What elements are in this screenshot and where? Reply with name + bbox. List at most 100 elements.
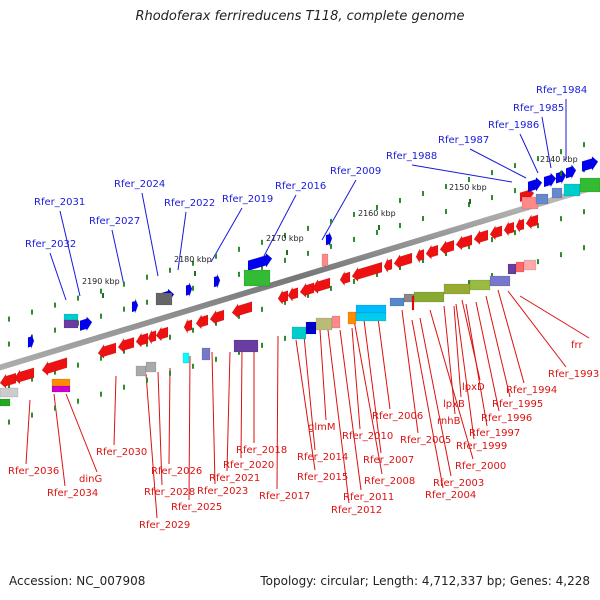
tick-dot bbox=[583, 142, 585, 148]
gene-box bbox=[0, 387, 19, 398]
gene-arrow bbox=[543, 172, 557, 188]
tick-dot bbox=[284, 257, 286, 263]
tick-dot bbox=[560, 252, 562, 258]
gene-arrow bbox=[135, 332, 149, 348]
tick-dot bbox=[422, 258, 424, 264]
tick-dot bbox=[192, 260, 194, 266]
gene-arrow bbox=[473, 229, 489, 245]
gene-box bbox=[135, 365, 147, 377]
tick-dot bbox=[353, 236, 355, 242]
tick-dot bbox=[8, 341, 10, 347]
tick-dot bbox=[537, 156, 539, 162]
bottom-leader-line bbox=[455, 303, 475, 440]
bottom-leader-line bbox=[168, 367, 171, 465]
gene-box bbox=[535, 193, 549, 205]
tick-dot bbox=[123, 306, 125, 312]
bottom-leader-line bbox=[240, 349, 243, 459]
tick-dot bbox=[261, 264, 263, 270]
bottom-gene-label: Rfer_2018 bbox=[236, 445, 287, 456]
tick-dot bbox=[238, 271, 240, 277]
gene-arrow bbox=[311, 277, 331, 295]
bottom-gene-label: Rfer_2011 bbox=[343, 492, 394, 503]
tick-dot bbox=[146, 274, 148, 280]
tick-dot bbox=[8, 316, 10, 322]
gene-box bbox=[469, 279, 491, 291]
gene-box bbox=[145, 361, 157, 373]
gene-arrow bbox=[515, 218, 525, 234]
bottom-gene-label: Rfer_2025 bbox=[171, 502, 222, 513]
bottom-leader-line bbox=[353, 319, 383, 475]
gene-box bbox=[0, 398, 11, 407]
bottom-gene-label: Rfer_2015 bbox=[297, 472, 348, 483]
bottom-leader-line bbox=[453, 305, 462, 398]
bottom-gene-label: Rfer_2020 bbox=[223, 460, 274, 471]
bottom-gene-label: Rfer_1997 bbox=[469, 428, 520, 439]
gene-arrow bbox=[27, 334, 35, 349]
tick-dot bbox=[583, 245, 585, 251]
tick-dot bbox=[192, 327, 194, 333]
bottom-leader-line bbox=[411, 319, 444, 489]
bottom-leader-line bbox=[339, 329, 362, 491]
gene-box bbox=[521, 196, 539, 210]
tick-dot bbox=[514, 188, 516, 194]
top-leader-line bbox=[111, 229, 125, 286]
gene-arrow bbox=[525, 213, 539, 230]
gene-arrow bbox=[503, 221, 515, 237]
tick-dot bbox=[353, 211, 355, 217]
kbp-tick-mark bbox=[286, 250, 288, 255]
bottom-leader-line bbox=[211, 351, 216, 485]
gene-arrow bbox=[527, 176, 543, 193]
kbp-tick-label: 2170 kbp bbox=[266, 234, 304, 243]
tick-dot bbox=[192, 363, 194, 369]
bottom-leader-line bbox=[497, 289, 525, 384]
kbp-tick-mark bbox=[102, 293, 104, 298]
gene-arrow bbox=[425, 244, 439, 260]
top-leader-line bbox=[321, 179, 357, 241]
bottom-leader-line bbox=[401, 309, 419, 434]
tick-dot bbox=[238, 313, 240, 319]
bottom-leader-line bbox=[25, 399, 31, 465]
gene-box bbox=[413, 291, 445, 303]
gene-arrow bbox=[183, 318, 193, 334]
kbp-tick-label: 2190 kbp bbox=[82, 277, 120, 286]
top-gene-label: Rfer_1984 bbox=[536, 85, 587, 96]
top-leader-line bbox=[519, 133, 539, 174]
gene-box bbox=[443, 283, 471, 295]
gene-box bbox=[233, 339, 259, 353]
gene-arrow bbox=[325, 232, 333, 247]
bottom-gene-label: Rfer_1994 bbox=[506, 385, 557, 396]
bottom-leader-line bbox=[303, 335, 316, 451]
tick-dot bbox=[330, 285, 332, 291]
bottom-leader-line bbox=[65, 393, 98, 473]
gene-arrow bbox=[79, 316, 93, 332]
bottom-gene-label: glmM bbox=[308, 422, 336, 433]
tick-dot bbox=[491, 273, 493, 279]
bottom-gene-label: Rfer_1999 bbox=[456, 441, 507, 452]
tick-dot bbox=[514, 230, 516, 236]
gene-box bbox=[389, 297, 405, 307]
tick-dot bbox=[31, 412, 33, 418]
tick-dot bbox=[422, 216, 424, 222]
tick-dot bbox=[146, 341, 148, 347]
kbp-tick-label: 2180 kbp bbox=[174, 255, 212, 264]
accession-text: Accession: NC_007908 bbox=[9, 574, 146, 588]
bottom-leader-line bbox=[327, 329, 350, 504]
bottom-leader-line bbox=[475, 301, 500, 412]
top-gene-label: Rfer_1988 bbox=[386, 151, 437, 162]
bottom-gene-label: lpxD bbox=[462, 382, 485, 393]
bottom-gene-label: Rfer_2010 bbox=[342, 431, 393, 442]
kbp-tick-mark bbox=[378, 225, 380, 230]
kbp-tick-label: 2150 kbp bbox=[449, 183, 487, 192]
tick-dot bbox=[468, 202, 470, 208]
bottom-gene-label: Rfer_2014 bbox=[297, 452, 348, 463]
bottom-gene-label: Rfer_2034 bbox=[47, 488, 98, 499]
bottom-gene-label: Rfer_2017 bbox=[259, 491, 310, 502]
gene-arrow bbox=[131, 298, 139, 314]
bottom-leader-line bbox=[429, 309, 474, 460]
gene-box bbox=[201, 347, 211, 361]
kbp-tick-label: 2140 kbp bbox=[540, 155, 578, 164]
bottom-leader-line bbox=[351, 327, 361, 430]
map-title: Rhodoferax ferrireducens T118, complete … bbox=[135, 9, 465, 24]
tick-dot bbox=[123, 384, 125, 390]
bottom-leader-line bbox=[419, 317, 452, 477]
